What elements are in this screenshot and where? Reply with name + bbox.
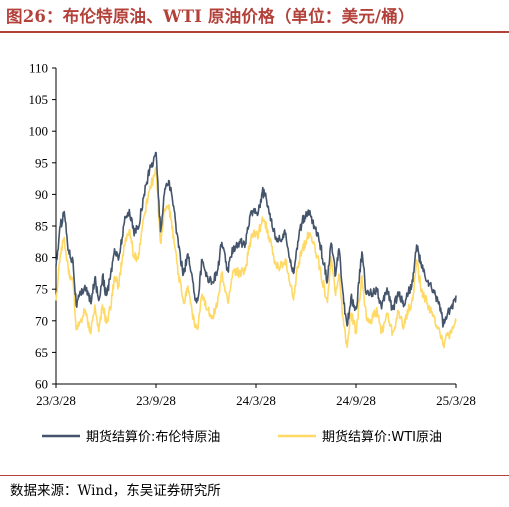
y-tick-label: 100 [29,124,49,139]
y-tick-label: 65 [35,345,48,360]
figure-title: 图26：布伦特原油、WTI 原油价格（单位：美元/桶） [6,7,415,26]
y-tick-label: 110 [29,61,48,76]
legend-label-1: 期货结算价:WTI原油 [322,429,442,445]
data-source-note: 数据来源：Wind，东吴证券研究所 [10,483,221,499]
x-tick-label: 23/3/28 [36,393,76,408]
y-tick-label: 85 [35,219,48,234]
series-line-1 [55,166,457,349]
x-tick-label: 24/3/28 [236,393,276,408]
x-tick-label: 25/3/28 [436,393,476,408]
y-tick-label: 90 [35,187,48,202]
x-tick-label: 23/9/28 [136,393,176,408]
series-line-0 [55,151,457,328]
series-layer [55,151,457,349]
title-rule [0,31,509,33]
legend-label-0: 期货结算价:布伦特原油 [86,429,220,445]
source-rule [0,475,509,476]
y-tick-label: 70 [35,313,48,328]
y-tick-label: 95 [35,155,48,170]
x-tick-label: 24/9/28 [336,393,376,408]
y-tick-label: 60 [35,377,48,392]
chart-axes: 60 65 70 75 80 85 90 95 100 105 110 23/3/28 23/9/28 2… [29,61,476,409]
y-tick-label: 75 [35,282,48,297]
price-line-chart: 60 65 70 75 80 85 90 95 100 105 110 23/3/28 23/9/28 2… [29,61,476,446]
chart-legend: 期货结算价:布伦特原油 期货结算价:WTI原油 [42,429,442,445]
y-tick-label: 105 [29,92,49,107]
y-tick-label: 80 [35,250,48,265]
